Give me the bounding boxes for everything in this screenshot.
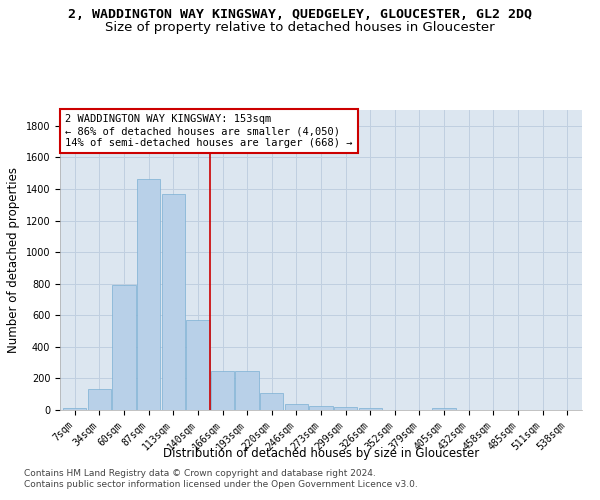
Bar — [235, 372, 259, 410]
Bar — [137, 180, 160, 410]
Bar — [161, 194, 185, 410]
Text: Size of property relative to detached houses in Gloucester: Size of property relative to detached ho… — [105, 21, 495, 34]
Bar — [284, 404, 308, 410]
Bar — [88, 390, 111, 410]
Text: 2 WADDINGTON WAY KINGSWAY: 153sqm
← 86% of detached houses are smaller (4,050)
1: 2 WADDINGTON WAY KINGSWAY: 153sqm ← 86% … — [65, 114, 353, 148]
Bar — [63, 408, 86, 410]
Y-axis label: Number of detached properties: Number of detached properties — [7, 167, 20, 353]
Bar — [359, 408, 382, 410]
Text: Distribution of detached houses by size in Gloucester: Distribution of detached houses by size … — [163, 448, 479, 460]
Bar — [112, 286, 136, 410]
Bar — [334, 407, 358, 410]
Bar — [186, 320, 209, 410]
Text: 2, WADDINGTON WAY KINGSWAY, QUEDGELEY, GLOUCESTER, GL2 2DQ: 2, WADDINGTON WAY KINGSWAY, QUEDGELEY, G… — [68, 8, 532, 20]
Bar — [211, 372, 234, 410]
Bar — [260, 394, 283, 410]
Text: Contains HM Land Registry data © Crown copyright and database right 2024.: Contains HM Land Registry data © Crown c… — [24, 468, 376, 477]
Text: Contains public sector information licensed under the Open Government Licence v3: Contains public sector information licen… — [24, 480, 418, 489]
Bar — [433, 408, 456, 410]
Bar — [310, 406, 332, 410]
